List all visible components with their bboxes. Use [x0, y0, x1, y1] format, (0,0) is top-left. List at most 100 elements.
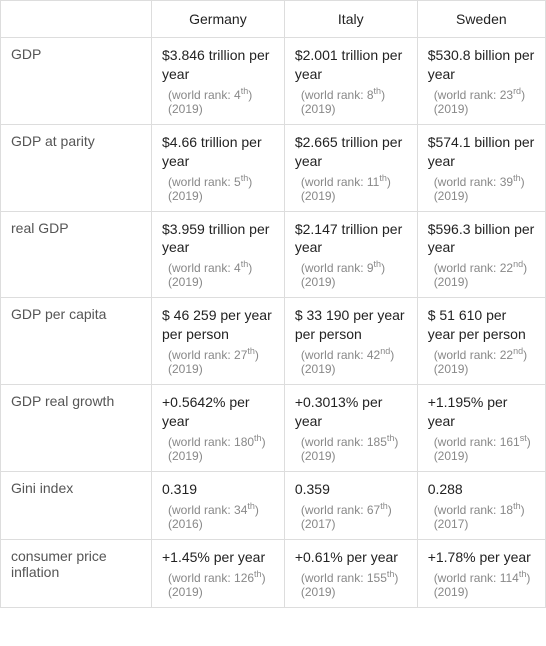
cell-rank-prefix: (world rank: 180 — [168, 435, 254, 449]
cell-rank-prefix: (world rank: 11 — [301, 175, 379, 189]
header-row: Germany Italy Sweden — [1, 1, 546, 38]
cell-value: $2.001 trillion per year — [295, 46, 407, 84]
cell-rank: (world rank: 22nd) — [434, 259, 535, 275]
data-cell: +0.3013% per year (world rank: 185th)(201… — [284, 385, 417, 472]
cell-year: (2019) — [301, 189, 407, 203]
cell-rank-ordinal: nd — [513, 346, 523, 356]
data-cell: +1.45% per year(world rank: 126th)(2019) — [152, 539, 285, 607]
cell-rank: (world rank: 27th) — [168, 346, 274, 362]
cell-value: $2.147 trillion per year — [295, 220, 407, 258]
header-country: Italy — [284, 1, 417, 38]
cell-rank-ordinal: th — [379, 173, 387, 183]
cell-year: (2019) — [301, 102, 407, 116]
table-row: consumer price inflation+1.45% per year(… — [1, 539, 546, 607]
data-cell: $574.1 billion per year(world rank: 39th… — [417, 124, 545, 211]
cell-rank-prefix: (world rank: 39 — [434, 175, 513, 189]
cell-value: $2.665 trillion per year — [295, 133, 407, 171]
cell-rank-ordinal: th — [241, 173, 249, 183]
cell-rank-ordinal: th — [519, 569, 527, 579]
cell-rank-prefix: (world rank: 34 — [168, 503, 247, 517]
cell-value: $ 51 610 per year per person — [428, 306, 535, 344]
cell-year: (2019) — [168, 585, 274, 599]
cell-rank-ordinal: nd — [380, 346, 390, 356]
cell-year: (2019) — [168, 449, 274, 463]
cell-rank: (world rank: 5th) — [168, 173, 274, 189]
table-row: GDP at parity $4.66 trillion per year (wor… — [1, 124, 546, 211]
cell-rank-ordinal: st — [520, 433, 527, 443]
cell-rank-prefix: (world rank: 5 — [168, 175, 241, 189]
cell-rank-prefix: (world rank: 114 — [434, 571, 519, 585]
cell-rank: (world rank: 180th) — [168, 433, 274, 449]
cell-rank: (world rank: 4th) — [168, 259, 274, 275]
cell-rank: (world rank: 114th) — [434, 569, 535, 585]
cell-rank-ordinal: th — [387, 569, 395, 579]
data-cell: $ 33 190 per year per person (world rank:… — [284, 298, 417, 385]
cell-value: $530.8 billion per year — [428, 46, 535, 84]
cell-rank-ordinal: th — [374, 259, 382, 269]
cell-value: +1.45% per year — [162, 548, 274, 567]
row-label: Gini index — [1, 471, 152, 539]
cell-year: (2019) — [434, 449, 535, 463]
cell-rank: (world rank: 8th) — [301, 86, 407, 102]
cell-rank-prefix: (world rank: 27 — [168, 348, 247, 362]
data-cell: +1.78% per year(world rank: 114th)(2019) — [417, 539, 545, 607]
table-row: GDP real growth +0.5642% per year (world r… — [1, 385, 546, 472]
cell-year: (2019) — [301, 449, 407, 463]
cell-year: (2019) — [168, 362, 274, 376]
row-label: consumer price inflation — [1, 539, 152, 607]
cell-year: (2019) — [434, 102, 535, 116]
data-cell: $2.001 trillion per year (world rank: 8th… — [284, 38, 417, 125]
cell-value: $ 33 190 per year per person — [295, 306, 407, 344]
cell-year: (2019) — [434, 362, 535, 376]
header-country: Sweden — [417, 1, 545, 38]
cell-value: $574.1 billion per year — [428, 133, 535, 171]
cell-year: (2019) — [301, 362, 407, 376]
row-label: GDP real growth — [1, 385, 152, 472]
cell-value: +0.61% per year — [295, 548, 407, 567]
cell-year: (2019) — [168, 102, 274, 116]
cell-value: 0.319 — [162, 480, 274, 499]
cell-rank-prefix: (world rank: 42 — [301, 348, 380, 362]
row-label: GDP — [1, 38, 152, 125]
cell-rank-ordinal: th — [254, 569, 262, 579]
cell-year: (2019) — [168, 189, 274, 203]
cell-rank-ordinal: th — [241, 259, 249, 269]
row-label: GDP per capita — [1, 298, 152, 385]
data-cell: 0.319 (world rank: 34th)(2016) — [152, 471, 285, 539]
cell-value: 0.288 — [428, 480, 535, 499]
data-cell: +0.61% per year (world rank: 155th)(2019) — [284, 539, 417, 607]
cell-year: (2019) — [301, 275, 407, 289]
cell-rank: (world rank: 4th) — [168, 86, 274, 102]
data-cell: $4.66 trillion per year (world rank: 5th)… — [152, 124, 285, 211]
cell-value: +1.195% per year — [428, 393, 535, 431]
cell-rank-ordinal: th — [247, 346, 255, 356]
cell-rank-prefix: (world rank: 161 — [434, 435, 520, 449]
cell-rank: (world rank: 67th) — [301, 501, 407, 517]
cell-rank-ordinal: th — [380, 501, 388, 511]
cell-year: (2019) — [168, 275, 274, 289]
cell-rank-prefix: (world rank: 155 — [301, 571, 387, 585]
cell-rank: (world rank: 155th) — [301, 569, 407, 585]
cell-rank-prefix: (world rank: 185 — [301, 435, 387, 449]
table-row: GDP $3.846 trillion per year (world rank: … — [1, 38, 546, 125]
cell-value: +0.5642% per year — [162, 393, 274, 431]
cell-year: (2016) — [168, 517, 274, 531]
cell-rank: (world rank: 34th) — [168, 501, 274, 517]
row-label: real GDP — [1, 211, 152, 298]
data-cell: 0.288(world rank: 18th)(2017) — [417, 471, 545, 539]
cell-value: +0.3013% per year — [295, 393, 407, 431]
data-cell: $530.8 billion per year(world rank: 23rd… — [417, 38, 545, 125]
cell-rank: (world rank: 185th) — [301, 433, 407, 449]
data-cell: $3.846 trillion per year (world rank: 4th… — [152, 38, 285, 125]
cell-value: $3.846 trillion per year — [162, 46, 274, 84]
row-label: GDP at parity — [1, 124, 152, 211]
cell-rank-prefix: (world rank: 67 — [301, 503, 380, 517]
cell-value: $4.66 trillion per year — [162, 133, 274, 171]
cell-year: (2019) — [301, 585, 407, 599]
cell-year: (2017) — [434, 517, 535, 531]
cell-rank-ordinal: nd — [513, 259, 523, 269]
data-cell: +1.195% per year(world rank: 161st)(2019… — [417, 385, 545, 472]
cell-rank-prefix: (world rank: 18 — [434, 503, 513, 517]
cell-rank-ordinal: th — [513, 501, 521, 511]
data-cell: $596.3 billion per year(world rank: 22nd… — [417, 211, 545, 298]
